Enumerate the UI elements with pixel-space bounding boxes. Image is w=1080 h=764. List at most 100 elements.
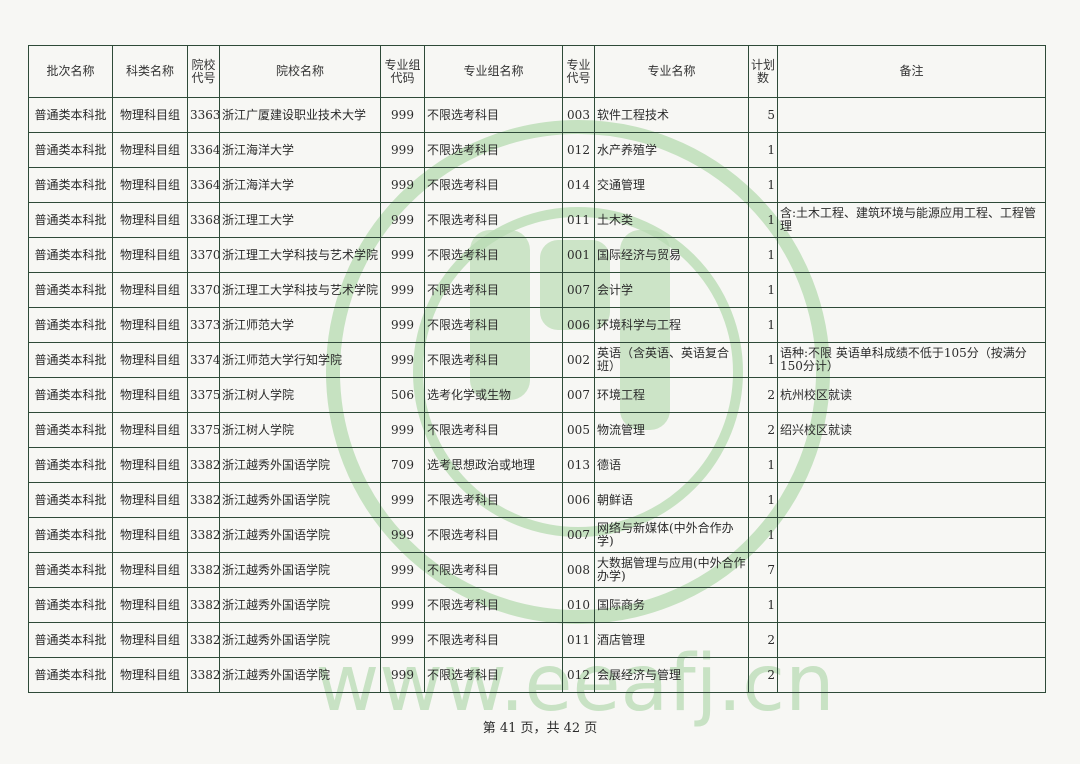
table-row: 普通类本科批 物理科目组 3382 浙江越秀外国语学院 709 选考思想政治或地理 013 德… <box>28 447 1046 483</box>
table-row: 普通类本科批 物理科目组 3382 浙江越秀外国语学院 999 不限选考科目 006 朝鲜语 1 <box>28 482 1046 518</box>
header-school-name: 院校名称 <box>219 45 381 98</box>
cell-school-code: 3363 <box>187 97 220 133</box>
cell-school-code: 3368 <box>187 202 220 238</box>
cell-remarks <box>777 97 1046 133</box>
cell-major-code: 002 <box>562 342 595 378</box>
cell-school-name: 浙江理工大学科技与艺术学院 <box>219 237 381 273</box>
cell-category-name: 物理科目组 <box>112 307 188 343</box>
cell-category-name: 物理科目组 <box>112 552 188 588</box>
cell-major-code: 011 <box>562 202 595 238</box>
cell-major-name: 会计学 <box>594 272 749 308</box>
cell-remarks <box>777 657 1046 693</box>
cell-batch-name: 普通类本科批 <box>28 412 113 448</box>
cell-plan-count: 1 <box>748 237 778 273</box>
cell-category-name: 物理科目组 <box>112 517 188 553</box>
cell-major-code: 006 <box>562 482 595 518</box>
cell-school-code: 3382 <box>187 587 220 623</box>
cell-batch-name: 普通类本科批 <box>28 272 113 308</box>
cell-major-code: 007 <box>562 272 595 308</box>
cell-plan-count: 1 <box>748 342 778 378</box>
cell-batch-name: 普通类本科批 <box>28 132 113 168</box>
cell-category-name: 物理科目组 <box>112 97 188 133</box>
cell-remarks <box>777 447 1046 483</box>
cell-category-name: 物理科目组 <box>112 377 188 413</box>
table-row: 普通类本科批 物理科目组 3368 浙江理工大学 999 不限选考科目 011 土木类 1 含:土… <box>28 202 1046 238</box>
cell-category-name: 物理科目组 <box>112 272 188 308</box>
cell-group-code: 999 <box>380 552 425 588</box>
cell-category-name: 物理科目组 <box>112 342 188 378</box>
cell-category-name: 物理科目组 <box>112 202 188 238</box>
cell-plan-count: 1 <box>748 272 778 308</box>
table-row: 普通类本科批 物理科目组 3375 浙江树人学院 999 不限选考科目 005 物流管理 2 绍兴… <box>28 412 1046 448</box>
cell-school-name: 浙江越秀外国语学院 <box>219 657 381 693</box>
cell-batch-name: 普通类本科批 <box>28 587 113 623</box>
cell-major-code: 011 <box>562 622 595 658</box>
cell-batch-name: 普通类本科批 <box>28 517 113 553</box>
cell-group-code: 999 <box>380 202 425 238</box>
page-number: 第 41 页，共 42 页 <box>482 721 598 736</box>
cell-major-name: 国际经济与贸易 <box>594 237 749 273</box>
cell-school-name: 浙江越秀外国语学院 <box>219 482 381 518</box>
cell-group-code: 506 <box>380 377 425 413</box>
cell-group-code: 999 <box>380 587 425 623</box>
cell-group-code: 999 <box>380 657 425 693</box>
cell-school-code: 3373 <box>187 307 220 343</box>
cell-school-name: 浙江越秀外国语学院 <box>219 517 381 553</box>
cell-category-name: 物理科目组 <box>112 132 188 168</box>
cell-group-code: 709 <box>380 447 425 483</box>
cell-major-name: 酒店管理 <box>594 622 749 658</box>
header-remarks: 备注 <box>777 45 1046 98</box>
cell-remarks: 绍兴校区就读 <box>777 412 1046 448</box>
cell-category-name: 物理科目组 <box>112 167 188 203</box>
cell-plan-count: 2 <box>748 412 778 448</box>
cell-plan-count: 1 <box>748 587 778 623</box>
cell-group-name: 不限选考科目 <box>424 307 563 343</box>
cell-plan-count: 1 <box>748 517 778 553</box>
cell-group-name: 不限选考科目 <box>424 272 563 308</box>
cell-major-name: 德语 <box>594 447 749 483</box>
cell-group-name: 不限选考科目 <box>424 552 563 588</box>
cell-major-code: 006 <box>562 307 595 343</box>
header-category-name: 科类名称 <box>112 45 188 98</box>
cell-batch-name: 普通类本科批 <box>28 377 113 413</box>
cell-school-name: 浙江海洋大学 <box>219 132 381 168</box>
cell-plan-count: 2 <box>748 622 778 658</box>
cell-school-code: 3375 <box>187 412 220 448</box>
table-row: 普通类本科批 物理科目组 3363 浙江广厦建设职业技术大学 999 不限选考科目 003 软… <box>28 97 1046 133</box>
cell-major-name: 交通管理 <box>594 167 749 203</box>
cell-school-name: 浙江越秀外国语学院 <box>219 622 381 658</box>
cell-major-code: 013 <box>562 447 595 483</box>
cell-major-name: 物流管理 <box>594 412 749 448</box>
header-batch-name: 批次名称 <box>28 45 113 98</box>
cell-group-name: 不限选考科目 <box>424 622 563 658</box>
cell-school-name: 浙江越秀外国语学院 <box>219 552 381 588</box>
cell-school-code: 3382 <box>187 622 220 658</box>
cell-remarks <box>777 272 1046 308</box>
cell-school-name: 浙江树人学院 <box>219 377 381 413</box>
cell-batch-name: 普通类本科批 <box>28 307 113 343</box>
cell-major-name: 英语（含英语、英语复合班） <box>594 342 749 378</box>
cell-plan-count: 5 <box>748 97 778 133</box>
cell-plan-count: 2 <box>748 377 778 413</box>
cell-major-code: 007 <box>562 377 595 413</box>
cell-school-code: 3382 <box>187 517 220 553</box>
cell-remarks <box>777 622 1046 658</box>
cell-remarks: 含:土木工程、建筑环境与能源应用工程、工程管理 <box>777 202 1046 238</box>
admission-plan-table: 批次名称 科类名称 院校代号 院校名称 专业组代码 专业组名称 专业代号 专业名称 计划数 备注 … <box>28 45 1046 693</box>
table-row: 普通类本科批 物理科目组 3373 浙江师范大学 999 不限选考科目 006 环境科学与工程… <box>28 307 1046 343</box>
cell-group-code: 999 <box>380 97 425 133</box>
cell-plan-count: 1 <box>748 482 778 518</box>
cell-school-code: 3370 <box>187 272 220 308</box>
table-row: 普通类本科批 物理科目组 3382 浙江越秀外国语学院 999 不限选考科目 011 酒店管理… <box>28 622 1046 658</box>
table-row: 普通类本科批 物理科目组 3382 浙江越秀外国语学院 999 不限选考科目 008 大数据管… <box>28 552 1046 588</box>
cell-school-name: 浙江理工大学 <box>219 202 381 238</box>
cell-school-name: 浙江师范大学行知学院 <box>219 342 381 378</box>
cell-group-name: 选考思想政治或地理 <box>424 447 563 483</box>
cell-school-code: 3382 <box>187 657 220 693</box>
cell-group-name: 不限选考科目 <box>424 587 563 623</box>
cell-plan-count: 1 <box>748 447 778 483</box>
table-row: 普通类本科批 物理科目组 3370 浙江理工大学科技与艺术学院 999 不限选考科目 001… <box>28 237 1046 273</box>
cell-group-code: 999 <box>380 237 425 273</box>
cell-major-code: 012 <box>562 132 595 168</box>
cell-remarks <box>777 167 1046 203</box>
